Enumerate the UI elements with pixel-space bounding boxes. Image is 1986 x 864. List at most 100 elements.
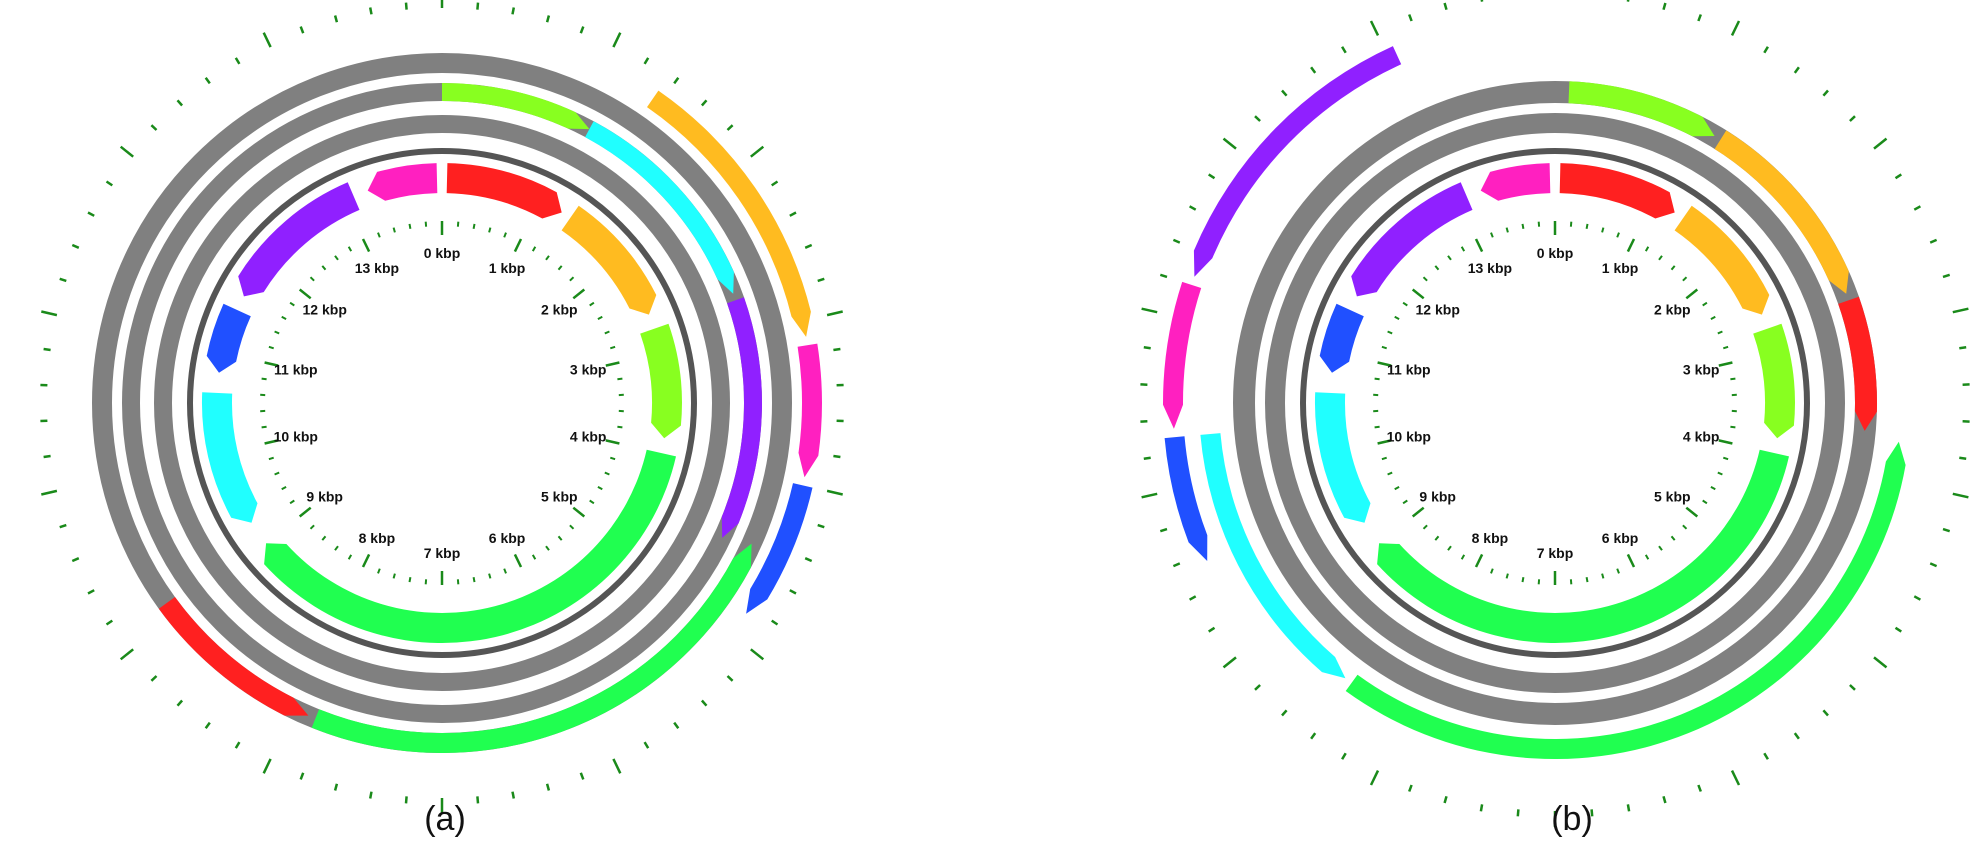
panel-a-outer-tick bbox=[726, 124, 734, 131]
panel-a-scale-tick bbox=[309, 276, 315, 282]
panel-b-outer-gene-purple-7 bbox=[1193, 46, 1402, 277]
panel-b-scale-tick bbox=[1730, 425, 1736, 429]
panel-b-outer-tick bbox=[1929, 238, 1938, 244]
panel-b-scale-tick bbox=[1682, 524, 1688, 530]
panel-a-inner-gene-orange bbox=[561, 205, 657, 315]
panel-a-outer-gene-cyan-1 bbox=[585, 121, 734, 294]
panel-b-outer-tick bbox=[1894, 626, 1902, 633]
panel-a-gray-track-0 bbox=[154, 115, 730, 691]
panel-b-outer-tick bbox=[1763, 46, 1769, 54]
panel-b-scale-tick bbox=[1702, 499, 1708, 505]
panel-a-scale-tick bbox=[531, 246, 537, 252]
panel-b-scale-tick bbox=[1447, 255, 1452, 261]
panel-b-outer-tick bbox=[1913, 205, 1922, 211]
panel-a-outer-tick bbox=[262, 758, 272, 774]
panel-a-outer-gene-magenta-6 bbox=[797, 343, 822, 478]
panel-b-scale-tick bbox=[1710, 315, 1716, 320]
panel-a-outer-tick bbox=[750, 648, 765, 661]
panel-b-scale-tick bbox=[1411, 506, 1425, 518]
panel-b-scale-tick bbox=[1718, 439, 1733, 445]
panel-a-outer-tick bbox=[750, 145, 765, 158]
panel-b-outer-tick bbox=[1849, 684, 1856, 691]
panel-a-outer-tick bbox=[368, 7, 373, 15]
panel-b-outer-tick bbox=[1626, 0, 1630, 2]
panel-a-scale-tick bbox=[610, 345, 616, 350]
panel-b-scale-tick bbox=[1685, 506, 1699, 518]
panel-a-scale-tick bbox=[361, 553, 371, 568]
panel-b-scale-tick bbox=[1474, 553, 1484, 568]
panel-b-outer-tick bbox=[1341, 46, 1347, 54]
panel-b-kbp-label-11: 11 kbp bbox=[1387, 362, 1431, 378]
panel-a-scale-tick bbox=[503, 568, 507, 574]
panel-b-outer-tick bbox=[1222, 656, 1237, 669]
panel-a-scale-tick bbox=[408, 223, 412, 229]
panel-a-outer-gene-lime-0 bbox=[442, 82, 590, 130]
panel-b-outer-tick bbox=[1310, 732, 1317, 740]
panel-a-outer-tick bbox=[826, 489, 843, 496]
panel-b-scale-tick bbox=[1381, 345, 1387, 350]
panel-b-scale-tick bbox=[1394, 486, 1400, 491]
panel-b-outer-tick bbox=[1952, 492, 1969, 499]
panel-a-outer-gene-purple-2 bbox=[721, 297, 763, 538]
panel-b-scale-tick bbox=[1601, 573, 1605, 579]
panel-a-scale-tick bbox=[321, 535, 327, 541]
panel-a-kbp-label-7: 7 kbp bbox=[424, 545, 461, 561]
panel-a-outer-tick bbox=[59, 523, 67, 529]
panel-b-outer-tick bbox=[1873, 137, 1888, 150]
panel-a-scale-tick bbox=[545, 255, 550, 261]
panel-a-outer-tick bbox=[333, 15, 339, 23]
panel-b-outer-tick bbox=[1222, 137, 1237, 150]
panel-b-scale-tick bbox=[1626, 553, 1636, 568]
panel-a-outer-tick bbox=[476, 796, 480, 804]
panel-a-outer-tick bbox=[176, 99, 184, 107]
panel-b-backbone-ring bbox=[1300, 148, 1810, 658]
panel-b-scale-tick bbox=[1685, 288, 1699, 300]
panel-a-scale-tick bbox=[334, 545, 339, 551]
panel-a-scale-tick bbox=[347, 246, 353, 252]
panel-a-outer-tick bbox=[59, 277, 67, 283]
panel-a-inner-gene-cyan bbox=[201, 392, 258, 523]
panel-a-outer-tick bbox=[804, 557, 813, 563]
panel-b-outer-tick bbox=[1172, 238, 1181, 244]
panel-b-outer-tick bbox=[1822, 709, 1829, 717]
panel-b-scale-tick bbox=[1422, 276, 1428, 282]
panel-a-scale-tick bbox=[513, 238, 523, 253]
panel-a-scale-tick bbox=[597, 315, 603, 320]
panel-b-outer-tick bbox=[1141, 492, 1158, 499]
panel-b-scale-tick bbox=[1387, 471, 1393, 476]
panel-a-kbp-label-3: 3 kbp bbox=[570, 362, 607, 378]
panel-a-outer-tick bbox=[579, 26, 585, 34]
panel-a-scale-tick bbox=[281, 315, 287, 320]
panel-b-outer-tick bbox=[1516, 809, 1520, 817]
panel-a-outer-tick bbox=[476, 2, 480, 10]
panel-a-outer-tick bbox=[299, 26, 305, 34]
panel-a-outer-gene-blue-7 bbox=[746, 483, 813, 614]
panel-a-scale-tick bbox=[264, 361, 279, 367]
panel-b-scale-tick bbox=[1474, 238, 1484, 253]
panel-b-outer-gene-lime-0 bbox=[1568, 81, 1715, 137]
panel-b-scale-tick bbox=[1702, 301, 1708, 307]
panel-b-kbp-label-13: 13 kbp bbox=[1468, 260, 1512, 276]
panel-a-scale-tick bbox=[617, 377, 623, 381]
panel-a-outer-tick bbox=[511, 7, 516, 15]
panel-b-kbp-label-6: 6 kbp bbox=[1602, 530, 1639, 546]
panel-a-outer-tick bbox=[299, 772, 305, 780]
panel-a-outer-tick bbox=[612, 32, 622, 48]
panel-a-outer-tick bbox=[368, 791, 373, 799]
panel-a-kbp-label-8: 8 kbp bbox=[359, 530, 396, 546]
panel-a-scale-tick bbox=[589, 301, 595, 307]
panel-b-inner-gene-magenta bbox=[1480, 163, 1551, 201]
panel-b-scale-tick bbox=[1447, 545, 1452, 551]
panel-b-outer-gene-cyan-4 bbox=[1200, 433, 1346, 679]
panel-b-scale-tick bbox=[1460, 554, 1466, 560]
panel-b-kbp-label-5: 5 kbp bbox=[1654, 489, 1691, 505]
panel-a-outer-tick bbox=[771, 619, 779, 626]
panel-a-scale-tick bbox=[557, 265, 563, 271]
panel-b-outer-tick bbox=[1159, 527, 1168, 533]
panel-a-scale-tick bbox=[604, 471, 610, 476]
panel-a-scale-tick bbox=[289, 301, 295, 307]
panel-b-inner-gene-purple bbox=[1351, 182, 1473, 297]
panel-b-scale-tick bbox=[1374, 377, 1380, 381]
panel-b-outer-gene-orange-1 bbox=[1714, 130, 1849, 294]
